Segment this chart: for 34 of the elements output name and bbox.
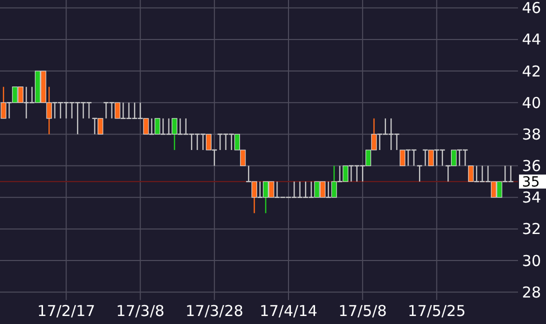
y-tick-label: 32 — [522, 220, 542, 238]
candlestick — [172, 118, 178, 151]
candlestick — [206, 134, 212, 150]
y-tick-label: 40 — [522, 94, 542, 112]
candlestick — [114, 102, 120, 120]
y-tick-label: 30 — [522, 252, 542, 270]
candlestick — [416, 165, 423, 182]
candlestick — [252, 180, 258, 214]
candlestick — [451, 150, 457, 166]
x-tick-label: 17/3/28 — [185, 302, 244, 320]
candlestick — [148, 118, 155, 135]
candlestick — [154, 118, 160, 135]
ref-line-label: 35 — [522, 174, 540, 190]
x-tick-label: 17/5/8 — [338, 302, 387, 320]
candlestick — [342, 165, 348, 182]
x-tick-label: 17/2/17 — [37, 302, 96, 320]
candlestick — [445, 165, 452, 182]
y-tick-label: 44 — [522, 30, 542, 49]
y-tick-label: 34 — [522, 188, 542, 207]
x-tick-label: 17/5/25 — [408, 302, 466, 320]
candlestick — [400, 150, 406, 166]
candlestick — [0, 86, 6, 120]
candlestick — [331, 165, 337, 198]
y-tick-label: 36 — [522, 157, 542, 176]
candlestick — [143, 118, 149, 135]
candlestick — [428, 150, 434, 166]
y-tick-label: 42 — [522, 62, 542, 80]
candlestick — [468, 165, 474, 182]
y-tick-label: 46 — [522, 0, 542, 18]
candlestick — [98, 118, 104, 135]
y-tick-label: 38 — [522, 125, 542, 144]
x-tick-label: 17/3/8 — [116, 302, 164, 320]
y-tick-label: 28 — [522, 283, 542, 302]
x-tick-label: 17/4/14 — [260, 302, 318, 320]
